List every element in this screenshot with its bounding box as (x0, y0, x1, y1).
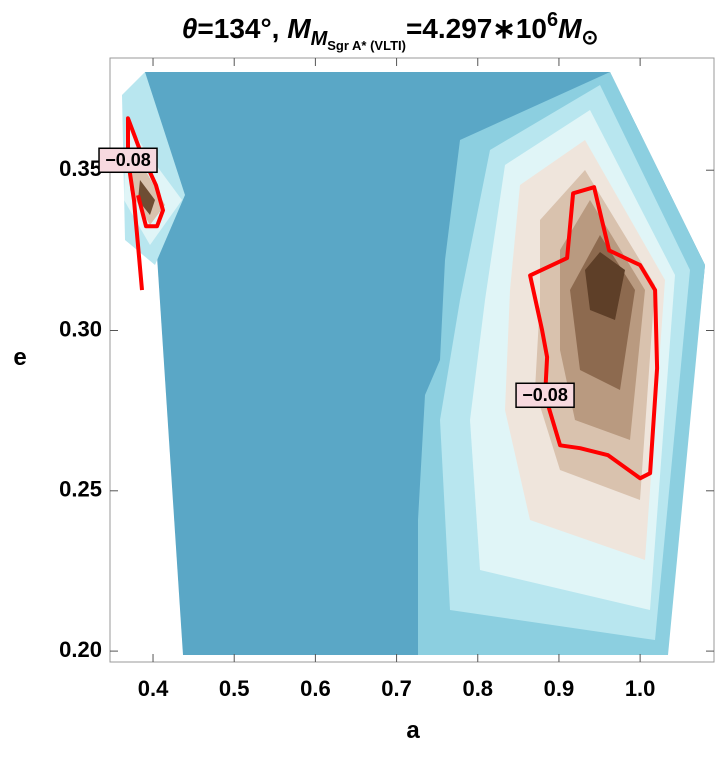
x-tick-label: 0.9 (544, 676, 575, 701)
title-exp: 6 (547, 9, 558, 31)
fill-region (138, 180, 155, 215)
contour-label: −0.08 (98, 147, 158, 174)
chart-title: θ=134°, MMSgr A* (VLTI)=4.297∗106M⊙ (182, 9, 598, 53)
contour-label-text: −0.08 (105, 150, 151, 170)
contour-line (528, 185, 660, 481)
fill-region (585, 252, 625, 320)
x-tick-label: 0.8 (462, 676, 493, 701)
y-tick-label: 0.35 (59, 156, 102, 181)
title-subsub: Sgr A* (VLTI) (327, 38, 406, 53)
title-m: M (287, 13, 311, 44)
y-tick-label: 0.20 (59, 637, 102, 662)
filled-contours (122, 72, 705, 655)
contour-label-box (515, 382, 575, 409)
x-tick-label: 0.7 (381, 676, 412, 701)
title-msun: M (558, 13, 582, 44)
contour-label-text: −0.08 (522, 385, 568, 405)
title-theta: θ (182, 13, 198, 44)
y-axis-label: e (13, 344, 26, 371)
y-tick-label: 0.25 (59, 477, 102, 502)
x-tick-label: 0.6 (300, 676, 331, 701)
x-axis-label: a (406, 717, 420, 744)
x-tick-label: 0.5 (219, 676, 250, 701)
x-tick-label: 0.4 (138, 676, 169, 701)
contour-label: −0.08 (515, 382, 575, 409)
title-sub: M (311, 28, 329, 50)
title-sun: ⊙ (581, 27, 598, 49)
x-tick-label: 1.0 (625, 676, 656, 701)
y-tick-label: 0.30 (59, 316, 102, 341)
contour-label-box (98, 147, 158, 174)
title-eq: =4.297∗10 (406, 13, 547, 44)
title-lead: =134°, (197, 13, 287, 44)
